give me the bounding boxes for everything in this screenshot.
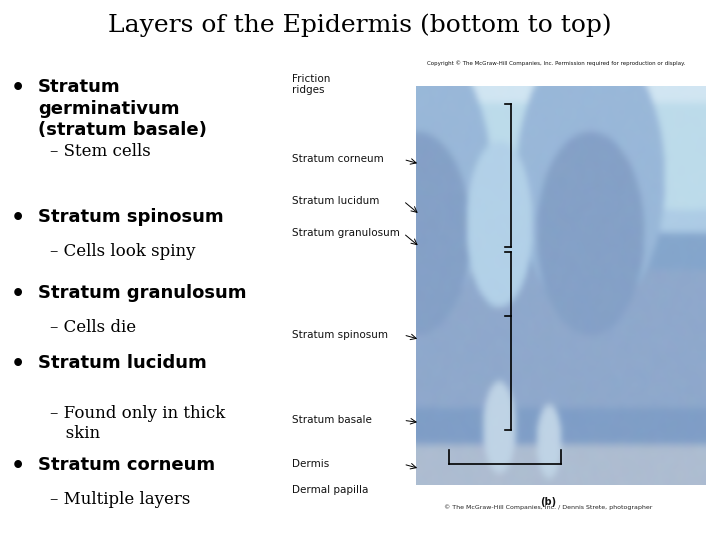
Text: – Stem cells: – Stem cells [50, 143, 150, 160]
Text: Stratum lucidum: Stratum lucidum [38, 354, 207, 372]
FancyBboxPatch shape [292, 49, 706, 85]
Text: •: • [10, 354, 24, 374]
Text: (b): (b) [540, 497, 557, 508]
Text: •: • [10, 456, 24, 476]
Text: Stratum spinosum: Stratum spinosum [38, 208, 223, 226]
Text: Stratum spinosum: Stratum spinosum [292, 330, 387, 340]
Text: © The McGraw-Hill Companies, Inc. / Dennis Strete, photographer: © The McGraw-Hill Companies, Inc. / Denn… [444, 505, 652, 510]
Text: Layers of the Epidermis (bottom to top): Layers of the Epidermis (bottom to top) [108, 14, 612, 37]
Text: – Found only in thick
   skin: – Found only in thick skin [50, 405, 225, 442]
Text: Copyright © The McGraw-Hill Companies, Inc. Permission required for reproduction: Copyright © The McGraw-Hill Companies, I… [428, 60, 685, 66]
Text: •: • [10, 208, 24, 228]
Text: •: • [10, 78, 24, 98]
Text: – Multiple layers: – Multiple layers [50, 491, 190, 508]
FancyBboxPatch shape [292, 485, 706, 510]
Text: Stratum granulosum: Stratum granulosum [38, 284, 246, 301]
Text: Stratum corneum: Stratum corneum [292, 154, 383, 164]
FancyBboxPatch shape [292, 49, 416, 510]
Text: Dermal papilla: Dermal papilla [292, 484, 368, 495]
Text: – Cells die: – Cells die [50, 319, 135, 335]
Text: Stratum lucidum: Stratum lucidum [292, 196, 379, 206]
Text: •: • [10, 284, 24, 303]
Text: Stratum corneum: Stratum corneum [38, 456, 215, 474]
Text: Stratum basale: Stratum basale [292, 415, 372, 426]
Text: Stratum granulosum: Stratum granulosum [292, 228, 400, 238]
Text: – Cells look spiny: – Cells look spiny [50, 243, 195, 260]
Text: Dermis: Dermis [292, 459, 329, 469]
Text: Friction
ridges: Friction ridges [292, 74, 330, 95]
Text: Stratum
germinativum
(stratum basale): Stratum germinativum (stratum basale) [38, 78, 207, 139]
